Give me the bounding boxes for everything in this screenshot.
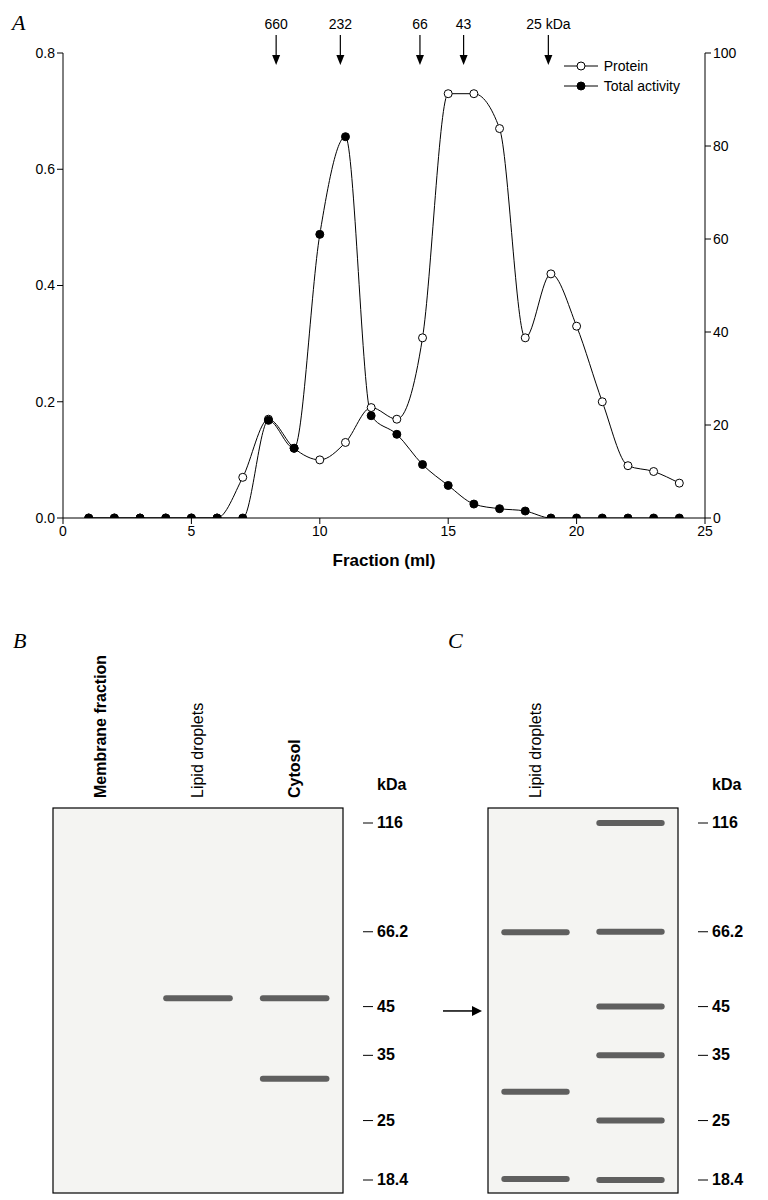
svg-text:Fraction (ml): Fraction (ml) [333,551,436,570]
svg-text:66: 66 [412,16,428,32]
svg-text:C: C [448,628,463,653]
svg-text:5: 5 [188,523,196,539]
svg-text:0.2: 0.2 [36,394,56,410]
svg-text:Cytosol: Cytosol [286,739,303,798]
svg-text:35: 35 [377,1046,395,1063]
svg-text:Lipid droplets: Lipid droplets [189,703,206,798]
svg-text:100: 100 [713,45,737,61]
html-text:Protein: Protein [603,58,649,74]
svg-text:60: 60 [713,231,729,247]
svg-text:66.2: 66.2 [377,923,408,940]
svg-text:0.4: 0.4 [36,277,56,293]
svg-text:kDa: kDa [377,776,406,793]
svg-text:20: 20 [569,523,585,539]
svg-text:0.0: 0.0 [36,510,56,526]
svg-text:kDa: kDa [712,776,741,793]
svg-text:40: 40 [713,324,729,340]
svg-text:B: B [13,628,26,653]
svg-text:18.4: 18.4 [712,1171,743,1188]
svg-text:25: 25 [712,1112,730,1129]
svg-text:660: 660 [264,16,288,32]
svg-text:10: 10 [312,523,328,539]
svg-text:66.2: 66.2 [712,923,743,940]
svg-text:45: 45 [712,998,730,1015]
svg-text:Membrane fraction: Membrane fraction [92,655,109,798]
svg-text:Lipid droplets: Lipid droplets [527,703,544,798]
svg-text:45: 45 [377,998,395,1015]
html-text:Total activity: Total activity [603,78,680,94]
svg-text:25: 25 [697,523,713,539]
svg-text:15: 15 [440,523,456,539]
svg-text:20: 20 [713,417,729,433]
svg-text:18.4: 18.4 [377,1171,408,1188]
svg-text:0: 0 [713,510,721,526]
svg-text:43: 43 [456,16,472,32]
svg-text:25: 25 [377,1112,395,1129]
svg-text:35: 35 [712,1046,730,1063]
svg-text:0.8: 0.8 [36,45,56,61]
svg-text:80: 80 [713,138,729,154]
svg-text:116: 116 [712,814,738,831]
html-text:A: A [12,10,26,35]
svg-text:25 kDa: 25 kDa [526,16,571,32]
svg-text:0.6: 0.6 [36,161,56,177]
svg-text:116: 116 [377,814,403,831]
svg-text:232: 232 [329,16,353,32]
svg-text:0: 0 [59,523,67,539]
